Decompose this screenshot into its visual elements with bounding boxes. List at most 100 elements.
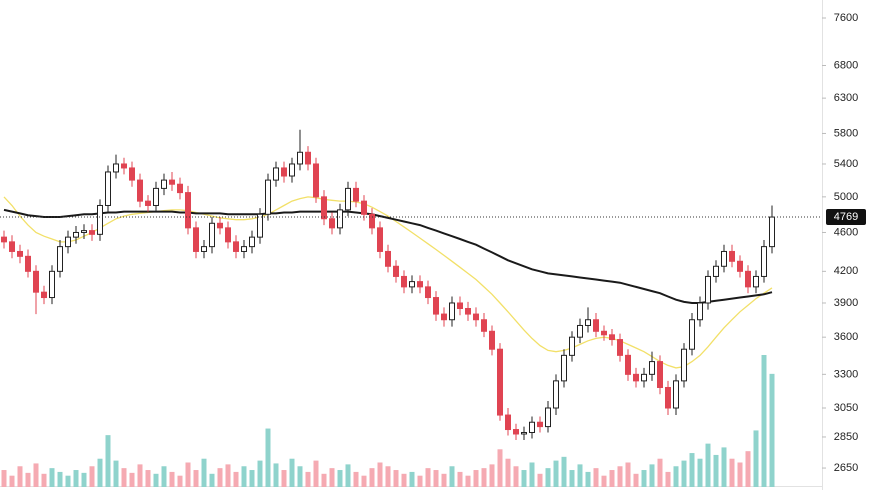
y-tick-label: 6300 (834, 92, 858, 104)
y-tick-label: 6800 (834, 59, 858, 71)
candle-body (177, 183, 183, 194)
candle-body (281, 167, 287, 177)
volume-bar (649, 464, 655, 487)
volume-bar (273, 463, 279, 487)
candle-body (745, 270, 751, 288)
volume-bar (73, 470, 79, 487)
volume-bar (449, 466, 455, 487)
volume-bar (161, 466, 167, 487)
volume-bar (433, 470, 439, 487)
candle-body (201, 246, 207, 252)
volume-bar (585, 471, 591, 487)
volume-bar (665, 471, 671, 487)
y-tick-label: 3050 (834, 402, 858, 414)
candle-body (105, 171, 111, 206)
candle-body (129, 167, 135, 181)
candle-body (585, 319, 591, 326)
volume-bar (753, 430, 759, 487)
candle-body (81, 230, 87, 233)
volume-bar (673, 466, 679, 487)
candle-body (705, 275, 711, 304)
y-tick-label: 5400 (834, 158, 858, 170)
candle-body (49, 270, 55, 299)
volume-bar (593, 468, 599, 487)
candle-body (689, 319, 695, 350)
volume-bar (369, 468, 375, 487)
candle-body (481, 319, 487, 332)
volume-bar (105, 435, 111, 487)
candle-body (313, 163, 319, 198)
candle-body (297, 151, 303, 165)
candle-body (385, 250, 391, 267)
volume-bar (289, 458, 295, 487)
candle-body (73, 231, 79, 238)
volume-bar (417, 475, 423, 487)
volume-bar (625, 462, 631, 487)
candle-body (457, 302, 463, 309)
volume-bar (617, 466, 623, 487)
candle-body (513, 429, 519, 435)
volume-bar (25, 472, 31, 487)
candle-body (153, 187, 159, 206)
y-tick-label: 5000 (834, 191, 858, 203)
volume-bar (57, 471, 63, 487)
volume-bar (129, 472, 135, 487)
volume-bar (81, 472, 87, 487)
candle-body (697, 302, 703, 321)
volume-bar (745, 451, 751, 487)
volume-bar (9, 475, 15, 487)
volume-bar (689, 453, 695, 487)
volume-bar (185, 462, 191, 487)
candle-body (41, 291, 47, 299)
volume-bar (89, 466, 95, 487)
volume-bar (529, 462, 535, 487)
candle-body (601, 330, 607, 336)
candle-body (217, 222, 223, 229)
volume-bar (65, 475, 71, 487)
candle-body (537, 421, 543, 428)
candle-body (225, 227, 231, 243)
volume-bar (441, 473, 447, 487)
candle-body (17, 250, 23, 257)
volume-bar (465, 475, 471, 487)
volume-bar (713, 454, 719, 487)
volume-bar (633, 473, 639, 487)
volume-bar (577, 464, 583, 487)
volume-bar (113, 460, 119, 487)
volume-bar (385, 466, 391, 487)
moving-average (3, 208, 773, 304)
candle-body (353, 187, 359, 202)
candle-body (721, 250, 727, 267)
candle-body (161, 179, 167, 189)
candle-body (377, 227, 383, 252)
candle-body (769, 216, 775, 248)
volume-bar (721, 447, 727, 487)
candle-body (737, 260, 743, 272)
candle-body (649, 361, 655, 375)
volume-bar (513, 466, 519, 487)
volume-bar (41, 473, 47, 487)
volume-bar (337, 470, 343, 487)
volume-bar (193, 470, 199, 487)
y-tick-label: 4600 (834, 226, 858, 238)
volume-bar (297, 466, 303, 487)
candle-body (465, 307, 471, 315)
volume-bar (153, 473, 159, 487)
candle-body (337, 209, 343, 229)
candle-body (545, 407, 551, 428)
volume-bar (697, 458, 703, 487)
volume-bar (401, 473, 407, 487)
candle-body (25, 255, 31, 272)
candle-body (361, 200, 367, 215)
candle-body (369, 213, 375, 229)
y-tick-label: 2850 (834, 431, 858, 443)
candle-body (625, 354, 631, 375)
volume-bar (601, 475, 607, 487)
volume-bar (201, 458, 207, 487)
y-tick-label: 4200 (834, 265, 858, 277)
volume-bar (553, 460, 559, 487)
volume-bar (657, 458, 663, 487)
volume-bar (769, 373, 775, 487)
candle-body (233, 241, 239, 252)
